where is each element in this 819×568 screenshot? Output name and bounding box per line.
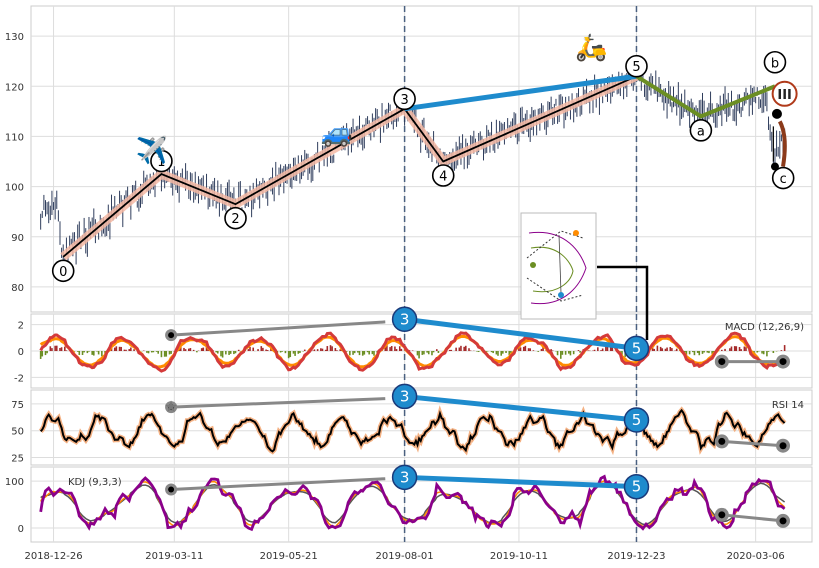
divergence-badge — [391, 306, 418, 333]
divergence-badge-label: 5 — [632, 339, 642, 357]
rsi-line — [39, 408, 786, 453]
wave-label-ring — [393, 87, 416, 111]
inset-connector — [597, 265, 649, 340]
y-tick-label: 80 — [11, 283, 24, 294]
y-tick-label: 100 — [5, 183, 24, 194]
divergence-badge — [391, 464, 418, 491]
kdj-j-line — [39, 474, 786, 532]
wave-label-ring — [51, 259, 75, 283]
divergence-badge-label: 3 — [400, 387, 410, 405]
y-tick-label: 100 — [5, 477, 24, 488]
divergence-badge — [623, 335, 650, 362]
wave-label: 0 — [59, 265, 67, 280]
wave-label: b — [771, 56, 779, 71]
emoji-annotation: 🚙 — [321, 118, 353, 148]
y-tick-label: 50 — [11, 427, 24, 438]
wave-label-ring — [763, 50, 787, 74]
divergence-badge — [623, 473, 650, 500]
star-marker: ★ — [164, 397, 178, 416]
x-tick-label: 2019-05-21 — [260, 551, 318, 562]
c-dot — [771, 108, 782, 119]
panel-label: KDJ (9,3,3) — [68, 477, 122, 488]
kdj-series: 3 5 KDJ (9,3,3) — [39, 464, 791, 532]
panel-label: MACD (12,26,9) — [725, 322, 804, 333]
y-tick-label: 110 — [5, 132, 24, 143]
wave-label: 1 — [157, 155, 165, 170]
wave-line — [62, 75, 637, 258]
grey-marker-dot — [718, 358, 726, 366]
divergence-line — [404, 316, 637, 351]
price-divergence-line — [404, 73, 637, 112]
x-tick-label: 2018-12-26 — [24, 551, 82, 562]
c-dot — [770, 162, 779, 171]
wave-label-ring — [689, 119, 713, 142]
divergence-line — [404, 393, 637, 423]
divergence-badge-label: 5 — [632, 411, 642, 429]
divergence-badge-label: 3 — [400, 468, 410, 486]
wave-label: 4 — [439, 170, 447, 185]
x-tick-label: 2020-03-06 — [727, 551, 785, 562]
y-tick-label: 25 — [11, 454, 24, 465]
x-tick-label: 2019-03-11 — [145, 551, 203, 562]
wave-label: 2 — [231, 212, 239, 227]
wave-label: 5 — [632, 60, 640, 75]
grey-divergence-line — [171, 320, 386, 337]
y-tick-label: -2 — [14, 373, 24, 384]
wave-label-ring — [431, 164, 455, 187]
divergence-line — [404, 474, 637, 490]
grey-marker-dot — [779, 517, 787, 525]
divergence-badge — [391, 383, 418, 410]
wave-label: c — [780, 172, 787, 187]
grey-marker-dot — [168, 332, 175, 339]
grey-marker-dot — [168, 486, 175, 493]
grey-marker-dot — [779, 442, 787, 450]
macd-series: 3 5 MACD (12,26,9) — [39, 306, 804, 373]
divergence-badge-label: 5 — [632, 478, 642, 496]
wave-label-ring — [771, 166, 795, 190]
y-tick-label: 130 — [5, 32, 24, 43]
y-tick-label: 90 — [11, 233, 24, 244]
grey-divergence-line — [171, 477, 386, 491]
grey-marker-dot — [718, 511, 726, 519]
grey-marker-dot — [779, 358, 787, 366]
divergence-badge — [623, 407, 650, 433]
wave-label: 3 — [400, 93, 408, 108]
grey-marker-dot — [168, 404, 175, 411]
wave-label: a — [697, 124, 705, 139]
x-axis: 2018-12-26 2019-03-11 2019-05-21 2019-08-01… — [24, 551, 784, 562]
grey-divergence-line — [171, 397, 386, 409]
marker-label: III — [777, 88, 792, 103]
y-tick-label: 0 — [18, 524, 24, 535]
emoji-annotation: ✈️ — [136, 134, 168, 166]
y-tick-label: 0 — [18, 347, 24, 358]
panels: 80 90 100 110 120 130 -2 0 2 25 50 75 0 100 0 1 2 3 4 5 a b c I… — [5, 5, 813, 543]
wave-label-ring — [625, 54, 648, 78]
macd-dif-line — [39, 331, 786, 373]
wave-label-ring — [224, 206, 247, 230]
grey-marker-dot — [718, 437, 726, 445]
emoji-annotation: 🛵 — [575, 33, 607, 63]
panel-frame — [30, 389, 813, 466]
x-tick-label: 2019-12-23 — [607, 551, 665, 562]
marker-ring — [771, 80, 798, 107]
wave-inset — [520, 212, 597, 320]
abc-line — [635, 74, 776, 119]
x-tick-label: 2019-10-11 — [490, 551, 548, 562]
c-arrow — [777, 120, 787, 167]
y-tick-label: 2 — [18, 321, 24, 332]
divergence-badge-label: 3 — [400, 310, 410, 328]
y-tick-label: 75 — [11, 400, 24, 411]
x-tick-label: 2019-08-01 — [376, 551, 434, 562]
grey-tail-line — [721, 439, 784, 448]
y-tick-label: 120 — [5, 82, 24, 93]
grey-tail-line — [721, 513, 784, 523]
rsi-series: 3 5 ★ RSI 14 — [38, 383, 804, 456]
panel-label: RSI 14 — [772, 400, 804, 411]
wave-label-ring — [150, 149, 173, 173]
price-series: 0 1 2 3 4 5 a b c III ✈️ 🚙 🛵 — [40, 33, 798, 283]
